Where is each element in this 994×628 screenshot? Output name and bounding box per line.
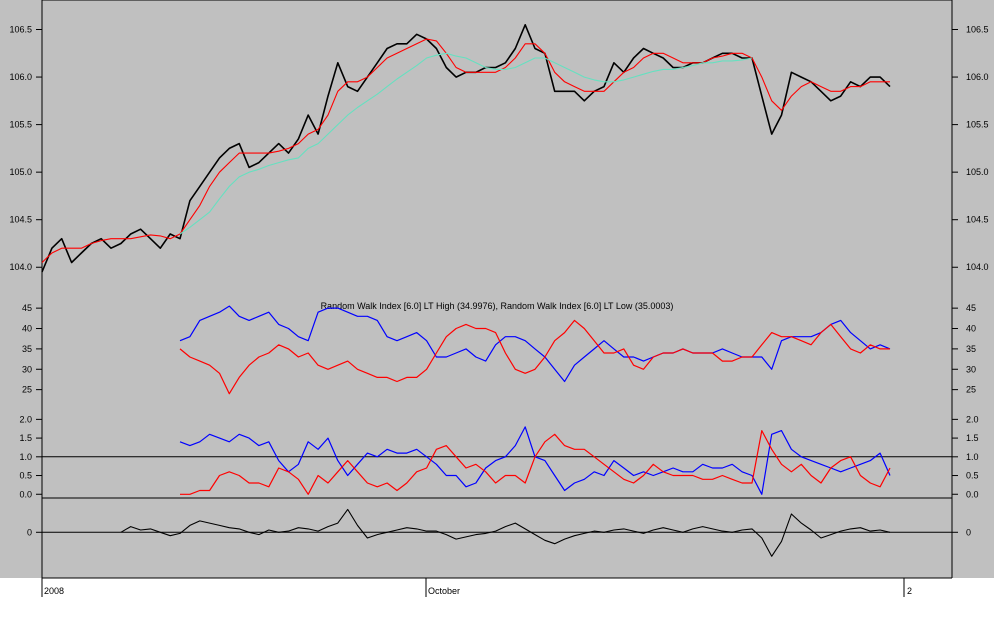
ma-slow-line <box>179 52 753 235</box>
rwi-lt-y-tick-left: 30 <box>22 364 32 374</box>
rwi-st-y-tick-left: 0.0 <box>19 489 32 499</box>
rwi-lt-y-tick-left: 45 <box>22 303 32 313</box>
chart-background <box>0 0 994 578</box>
rwi-st-y-tick-left: 2.0 <box>19 414 32 424</box>
oscillator-y-tick-left: 0 <box>27 527 32 537</box>
price-y-tick-left: 105.0 <box>9 167 32 177</box>
rwi-lt-y-tick-right: 40 <box>966 324 976 334</box>
oscillator-line <box>120 508 891 557</box>
price-y-tick-left: 106.5 <box>9 25 32 35</box>
x-tick-label-2: 2 <box>907 586 912 596</box>
rwi-st-y-tick-left: 0.5 <box>19 471 32 481</box>
rwi-st-y-tick-right: 2.0 <box>966 414 979 424</box>
price-y-tick-right: 104.0 <box>966 262 989 272</box>
rwi-st-y-tick-right: 1.0 <box>966 452 979 462</box>
x-tick-label-october: October <box>428 586 460 596</box>
rwi-lt-high-line <box>179 305 891 383</box>
rwi-lt-y-tick-right: 35 <box>966 344 976 354</box>
price-y-tick-left: 105.5 <box>9 120 32 130</box>
rwi-st-y-tick-left: 1.5 <box>19 433 32 443</box>
rwi-st-y-tick-right: 1.5 <box>966 433 979 443</box>
rwi-lt-y-tick-left: 40 <box>22 324 32 334</box>
price-y-tick-left: 104.0 <box>9 262 32 272</box>
x-axis-bar <box>0 578 994 598</box>
rwi-lt-low-line <box>179 319 890 395</box>
price-y-tick-left: 104.5 <box>9 215 32 225</box>
oscillator-y-tick-right: 0 <box>966 527 971 537</box>
price-y-tick-right: 105.5 <box>966 120 989 130</box>
rwi-lt-y-tick-left: 25 <box>22 385 32 395</box>
price-y-tick-left: 106.0 <box>9 72 32 82</box>
price-y-tick-right: 105.0 <box>966 167 989 177</box>
rwi-lt-title: Random Walk Index [6.0] LT High (34.9976… <box>321 301 674 311</box>
rwi-lt-y-tick-right: 45 <box>966 303 976 313</box>
price-y-tick-right: 104.5 <box>966 215 989 225</box>
price-y-tick-right: 106.5 <box>966 25 989 35</box>
rwi-lt-y-tick-right: 25 <box>966 385 976 395</box>
rwi-st-y-tick-right: 0.5 <box>966 471 979 481</box>
price-y-tick-right: 106.0 <box>966 72 989 82</box>
ma-fast-line <box>41 38 890 263</box>
rwi-st-low-line <box>180 430 891 495</box>
rwi-st-y-tick-right: 0.0 <box>966 489 979 499</box>
rwi-lt-y-tick-right: 30 <box>966 364 976 374</box>
rwi-st-y-tick-left: 1.0 <box>19 452 32 462</box>
rwi-lt-y-tick-left: 35 <box>22 344 32 354</box>
x-tick-label-2008: 2008 <box>44 586 64 596</box>
